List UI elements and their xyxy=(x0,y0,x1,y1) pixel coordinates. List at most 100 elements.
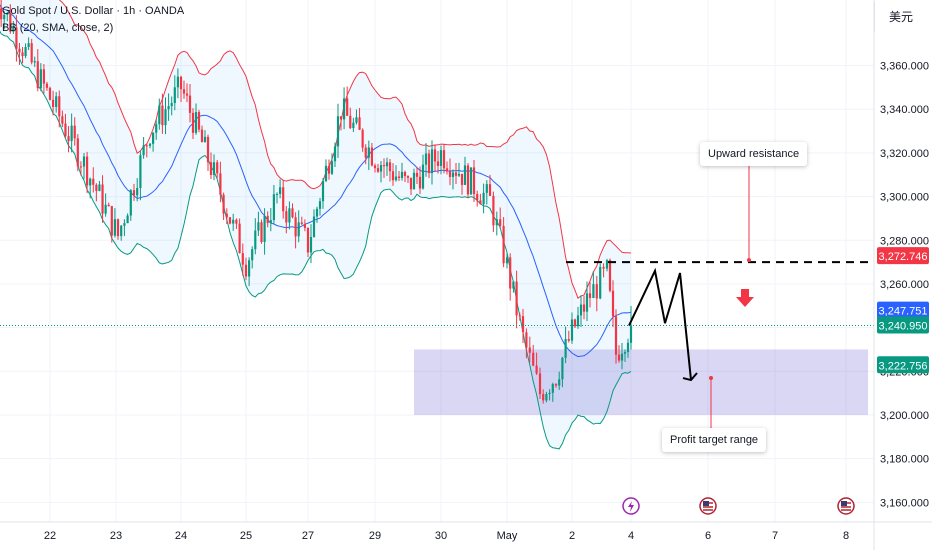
candle-body xyxy=(33,61,36,63)
candle-body xyxy=(545,394,548,401)
candle-body xyxy=(376,168,380,172)
candle-body xyxy=(185,93,189,96)
candle-body xyxy=(564,339,567,358)
candle-body xyxy=(605,260,609,269)
candle-body xyxy=(518,315,521,317)
candle-body xyxy=(397,176,401,179)
candle-body xyxy=(212,162,216,175)
candle-body xyxy=(460,173,464,185)
target-callout: Profit target range xyxy=(662,428,767,452)
candle-body xyxy=(123,223,126,226)
candle-body xyxy=(400,171,404,179)
candle-body xyxy=(602,266,605,269)
indicator-legend[interactable]: BB (20, SMA, close, 2) xyxy=(2,22,114,34)
candle-body xyxy=(191,112,195,133)
candle-body xyxy=(349,115,352,129)
candle-body xyxy=(24,47,27,57)
candle-body xyxy=(300,222,303,224)
candle-body xyxy=(629,325,633,343)
candle-body xyxy=(367,147,370,158)
candle-body xyxy=(623,352,627,354)
candle-body xyxy=(107,204,110,207)
candle-body xyxy=(272,194,275,221)
upper-band-line xyxy=(58,0,632,300)
price-label: 3,222.756 xyxy=(879,360,928,372)
candle-body xyxy=(95,184,98,191)
candle-body xyxy=(521,316,525,333)
candle-body xyxy=(554,384,558,386)
candle-body xyxy=(82,156,86,167)
candle-body xyxy=(222,194,225,214)
flag-canton xyxy=(703,501,709,506)
candle-body xyxy=(132,190,136,196)
basis-line xyxy=(0,4,632,358)
candle-body xyxy=(291,208,294,218)
y-tick-label: 3,260.000 xyxy=(880,279,929,291)
candle-body xyxy=(342,98,346,120)
candle-body xyxy=(241,253,244,265)
candle-body xyxy=(538,373,542,395)
candle-body xyxy=(104,204,107,214)
candle-body xyxy=(585,293,589,312)
candle-body xyxy=(225,213,228,218)
x-tick-label: 2 xyxy=(569,530,575,542)
candle-body xyxy=(355,117,358,123)
x-tick-label: 7 xyxy=(772,530,778,542)
candle-body xyxy=(266,215,269,224)
candle-body xyxy=(406,176,410,178)
candle-body xyxy=(573,319,577,327)
candle-body xyxy=(173,87,176,104)
candle-body xyxy=(570,319,574,341)
y-tick-label: 3,340.000 xyxy=(880,104,929,116)
price-label-bg xyxy=(877,356,929,374)
price-label-bg xyxy=(877,301,929,319)
candle-body xyxy=(129,190,132,216)
candle-body xyxy=(161,105,164,126)
candle-body xyxy=(285,211,288,223)
candle-body xyxy=(476,194,479,201)
flag-canton xyxy=(841,501,847,506)
candle-body xyxy=(576,315,580,327)
candle-body xyxy=(418,176,422,189)
candle-body xyxy=(203,136,207,143)
candle-body xyxy=(433,149,437,162)
candle-body xyxy=(197,112,201,130)
candle-body xyxy=(61,116,64,124)
candle-body xyxy=(346,98,349,116)
candle-body xyxy=(294,217,297,237)
candle-body xyxy=(579,304,583,316)
candle-body xyxy=(18,48,21,53)
candle-body xyxy=(391,171,395,181)
candle-body xyxy=(315,208,319,217)
candle-body xyxy=(485,184,488,193)
currency-button[interactable]: 美元 xyxy=(874,2,927,32)
candle-body xyxy=(170,103,173,107)
candle-body xyxy=(373,165,377,169)
candle-body xyxy=(176,76,179,88)
x-tick-label: May xyxy=(497,530,518,542)
candle-body xyxy=(269,220,272,224)
candle-body xyxy=(614,316,618,355)
candle-body xyxy=(457,173,461,176)
candle-body xyxy=(309,236,313,253)
candle-body xyxy=(257,222,260,231)
candle-body xyxy=(620,353,624,361)
candle-body xyxy=(70,125,73,142)
candle-body xyxy=(164,109,167,126)
candle-body xyxy=(499,219,502,226)
candle-body xyxy=(200,129,204,143)
candle-body xyxy=(626,342,630,353)
candle-body xyxy=(488,184,492,196)
candle-body xyxy=(15,27,18,49)
x-tick-label: 6 xyxy=(705,530,711,542)
candle-body xyxy=(385,162,389,167)
candle-body xyxy=(58,96,61,117)
candle-body xyxy=(188,95,192,113)
symbol-title[interactable]: Gold Spot / U.S. Dollar · 1h · OANDA xyxy=(2,5,185,17)
candle-body xyxy=(361,129,364,148)
candle-body xyxy=(0,8,3,20)
candle-body xyxy=(394,176,398,181)
candle-body xyxy=(101,184,104,214)
candle-body xyxy=(48,87,52,100)
